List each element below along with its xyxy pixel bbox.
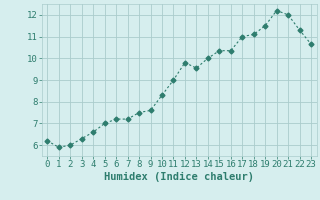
- X-axis label: Humidex (Indice chaleur): Humidex (Indice chaleur): [104, 172, 254, 182]
